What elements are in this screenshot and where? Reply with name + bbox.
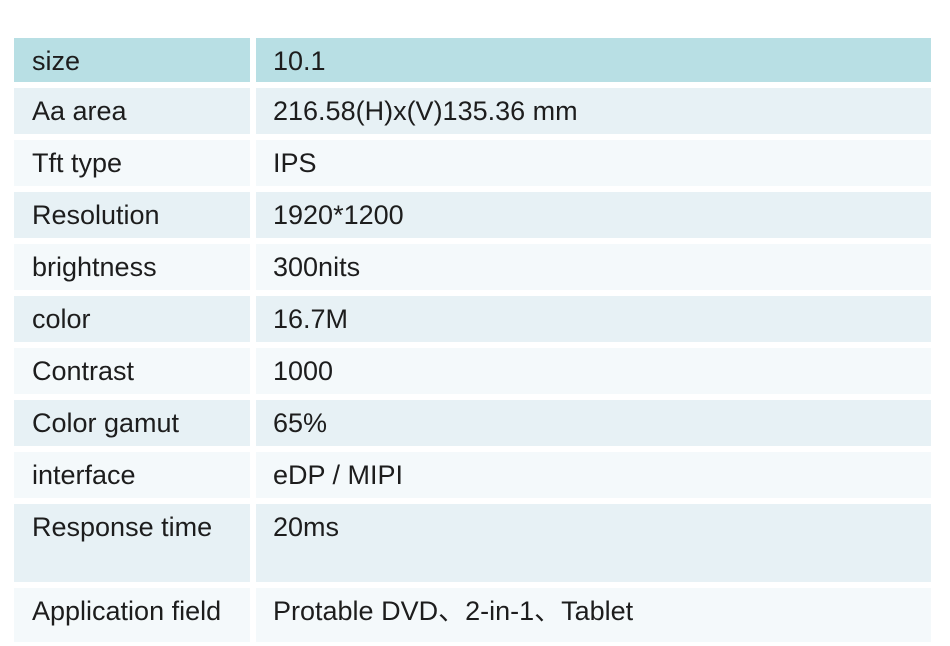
spec-label: Tft type — [14, 140, 250, 186]
spec-label: size — [14, 38, 250, 82]
spec-row: Application field Protable DVD、2-in-1、Ta… — [14, 588, 931, 642]
spec-row: interface eDP / MIPI — [14, 452, 931, 498]
spec-row: Response time 20ms — [14, 504, 931, 582]
spec-value: eDP / MIPI — [256, 452, 931, 498]
spec-label: Aa area — [14, 88, 250, 134]
spec-label: interface — [14, 452, 250, 498]
spec-row: Color gamut 65% — [14, 400, 931, 446]
spec-value: IPS — [256, 140, 931, 186]
spec-row: Tft type IPS — [14, 140, 931, 186]
spec-row: color 16.7M — [14, 296, 931, 342]
spec-row: Resolution 1920*1200 — [14, 192, 931, 238]
spec-label: Resolution — [14, 192, 250, 238]
spec-label: Application field — [14, 588, 250, 642]
spec-row: Aa area 216.58(H)x(V)135.36 mm — [14, 88, 931, 134]
spec-value: 300nits — [256, 244, 931, 290]
spec-label: Contrast — [14, 348, 250, 394]
spec-value: 20ms — [256, 504, 931, 582]
spec-value: Protable DVD、2-in-1、Tablet — [256, 588, 931, 642]
spec-value: 65% — [256, 400, 931, 446]
spec-label: brightness — [14, 244, 250, 290]
spec-value: 16.7M — [256, 296, 931, 342]
spec-table: size 10.1 Aa area 216.58(H)x(V)135.36 mm… — [14, 38, 931, 642]
spec-label: Color gamut — [14, 400, 250, 446]
spec-row: size 10.1 — [14, 38, 931, 82]
spec-row: brightness 300nits — [14, 244, 931, 290]
spec-label: color — [14, 296, 250, 342]
spec-value: 216.58(H)x(V)135.36 mm — [256, 88, 931, 134]
spec-row: Contrast 1000 — [14, 348, 931, 394]
spec-value: 1920*1200 — [256, 192, 931, 238]
spec-value: 1000 — [256, 348, 931, 394]
spec-label: Response time — [14, 504, 250, 582]
spec-value: 10.1 — [256, 38, 931, 82]
